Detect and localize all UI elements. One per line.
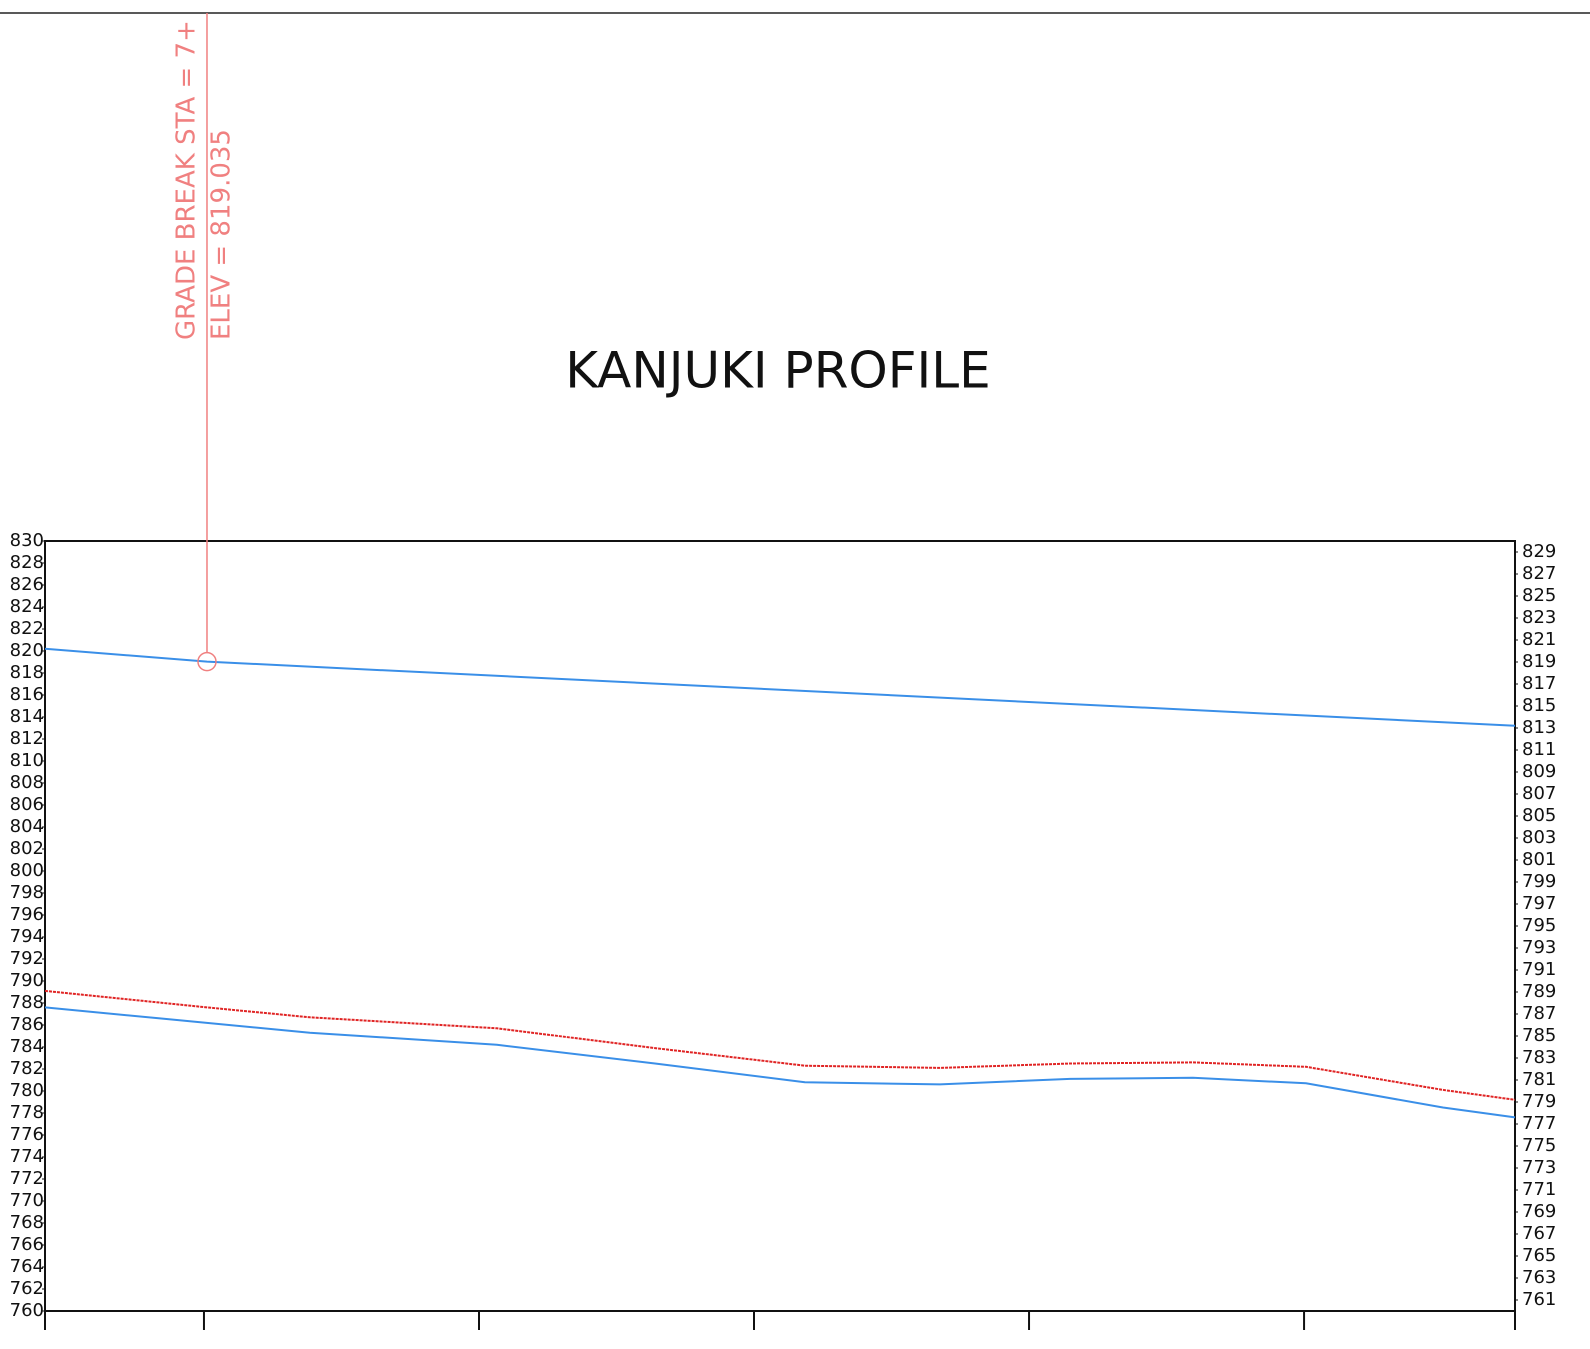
y2-tick-label: 815 [1522, 695, 1556, 716]
y2-tick-label: 811 [1522, 739, 1556, 760]
y2-tick-label: 799 [1522, 871, 1556, 892]
y2-tick-label: 785 [1522, 1025, 1556, 1046]
profile-line [44, 647, 1516, 727]
y-tick-label: 806 [10, 794, 44, 815]
y-tick-label: 796 [10, 904, 44, 925]
y2-tick-label: 809 [1522, 761, 1556, 782]
y2-tick-label: 767 [1522, 1223, 1556, 1244]
plot-frame [44, 540, 1516, 1312]
profile-line [44, 1006, 1516, 1119]
y2-tick-label: 783 [1522, 1047, 1556, 1068]
y2-tick-label: 827 [1522, 563, 1556, 584]
y-tick-label: 802 [10, 838, 44, 859]
y-tick-label: 798 [10, 882, 44, 903]
annotation-text: ELEV = 819.035 [206, 129, 236, 340]
y2-tick-label: 777 [1522, 1113, 1556, 1134]
y-tick-label: 788 [10, 992, 44, 1013]
y2-tick-label: 781 [1522, 1069, 1556, 1090]
y-tick-label: 760 [10, 1300, 44, 1321]
y2-tick-label: 821 [1522, 629, 1556, 650]
y2-tick-label: 769 [1522, 1201, 1556, 1222]
y-tick-label: 820 [10, 640, 44, 661]
y-tick-label: 808 [10, 772, 44, 793]
y2-tick-label: 813 [1522, 717, 1556, 738]
y-tick-label: 814 [10, 706, 44, 727]
y-tick-label: 762 [10, 1278, 44, 1299]
y2-tick-label: 805 [1522, 805, 1556, 826]
y2-tick-label: 775 [1522, 1135, 1556, 1156]
y2-tick-label: 825 [1522, 585, 1556, 606]
y-tick-label: 782 [10, 1058, 44, 1079]
y-tick-label: 770 [10, 1190, 44, 1211]
y-tick-label: 792 [10, 948, 44, 969]
y2-tick-label: 797 [1522, 893, 1556, 914]
annotation-text: GRADE BREAK STA = 7+ [171, 20, 201, 340]
y2-tick-label: 823 [1522, 607, 1556, 628]
y2-tick-label: 793 [1522, 937, 1556, 958]
y-tick-label: 830 [10, 530, 44, 551]
y-tick-label: 778 [10, 1102, 44, 1123]
y2-tick-label: 771 [1522, 1179, 1556, 1200]
y-tick-label: 824 [10, 596, 44, 617]
y-tick-label: 790 [10, 970, 44, 991]
y-tick-label: 768 [10, 1212, 44, 1233]
y-tick-label: 828 [10, 552, 44, 573]
y-tick-label: 804 [10, 816, 44, 837]
y-tick-label: 776 [10, 1124, 44, 1145]
y2-tick-label: 801 [1522, 849, 1556, 870]
y2-tick-label: 761 [1522, 1289, 1556, 1310]
y-tick-label: 800 [10, 860, 44, 881]
y2-tick-label: 817 [1522, 673, 1556, 694]
y2-tick-label: 779 [1522, 1091, 1556, 1112]
y2-tick-label: 763 [1522, 1267, 1556, 1288]
y2-tick-label: 807 [1522, 783, 1556, 804]
y-tick-label: 826 [10, 574, 44, 595]
y-tick-label: 784 [10, 1036, 44, 1057]
y2-tick-label: 795 [1522, 915, 1556, 936]
y-tick-label: 786 [10, 1014, 44, 1035]
grade-break-marker [197, 651, 217, 672]
y2-tick-label: 819 [1522, 651, 1556, 672]
y-tick-label: 772 [10, 1168, 44, 1189]
y-tick-label: 794 [10, 926, 44, 947]
y-tick-label: 764 [10, 1256, 44, 1277]
y2-tick-label: 791 [1522, 959, 1556, 980]
profile-line [44, 989, 1516, 1101]
y2-tick-label: 765 [1522, 1245, 1556, 1266]
y-tick-label: 816 [10, 684, 44, 705]
y2-tick-label: 789 [1522, 981, 1556, 1002]
y-tick-label: 774 [10, 1146, 44, 1167]
y-tick-label: 780 [10, 1080, 44, 1101]
chart-title: KANJUKI PROFILE [565, 342, 991, 400]
y2-tick-label: 829 [1522, 541, 1556, 562]
y2-tick-label: 787 [1522, 1003, 1556, 1024]
y2-tick-label: 803 [1522, 827, 1556, 848]
y2-tick-label: 773 [1522, 1157, 1556, 1178]
y-tick-label: 766 [10, 1234, 44, 1255]
y-tick-label: 810 [10, 750, 44, 771]
y-tick-label: 818 [10, 662, 44, 683]
y-tick-label: 812 [10, 728, 44, 749]
y-tick-label: 822 [10, 618, 44, 639]
